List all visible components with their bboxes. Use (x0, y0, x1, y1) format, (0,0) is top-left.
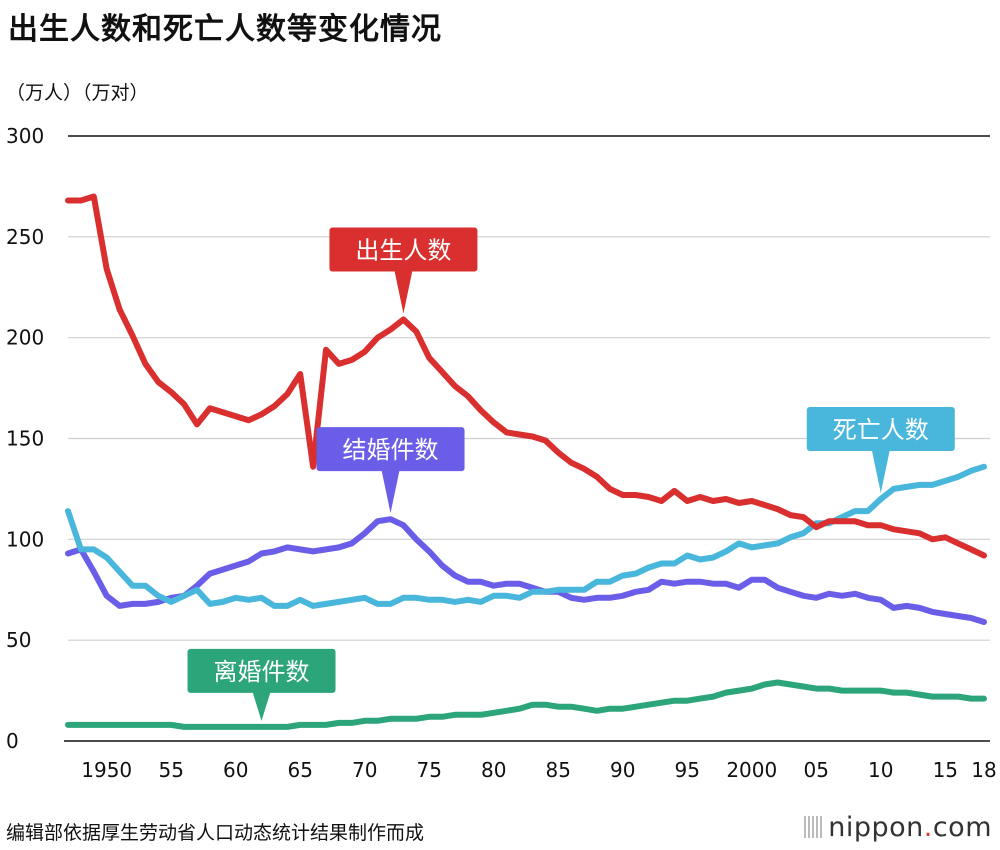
callout-pointer (381, 470, 400, 514)
y-tick-label: 0 (6, 729, 19, 753)
x-tick-label: 15 (933, 758, 958, 782)
x-tick-label: 75 (417, 758, 442, 782)
x-tick-label: 60 (223, 758, 248, 782)
source-note: 编辑部依据厚生劳动省人口动态统计结果制作而成 (6, 822, 425, 844)
callout-box (316, 427, 465, 472)
axis-units-label: （万人）（万对） (6, 82, 149, 104)
series-label: 结婚件数 (343, 436, 439, 464)
y-tick-label: 200 (6, 326, 44, 350)
series-line-离婚件数 (65, 679, 987, 730)
callout-pointer (871, 450, 890, 493)
callout-死亡人数: 死亡人数 (806, 407, 955, 493)
nippon-logo: nippon.com (804, 812, 992, 843)
y-tick-label: 300 (6, 124, 44, 148)
series-label: 死亡人数 (833, 416, 929, 444)
callout-离婚件数: 离婚件数 (187, 648, 336, 721)
logo-bars-icon (804, 816, 825, 838)
x-tick-label: 05 (804, 758, 829, 782)
y-tick-label: 50 (6, 628, 31, 652)
x-tick-label: 90 (610, 758, 635, 782)
callout-结婚件数: 结婚件数 (316, 427, 465, 514)
x-tick-label: 65 (287, 758, 312, 782)
series-line-出生人数 (65, 193, 987, 559)
x-tick-label: 55 (158, 758, 183, 782)
series-label: 离婚件数 (214, 658, 310, 686)
x-tick-label: 70 (352, 758, 377, 782)
series-line-结婚件数 (65, 516, 987, 625)
y-axis-ticks: 0 50 100 150 200 250 300 (6, 124, 44, 753)
series-lines (65, 193, 987, 730)
x-tick-label: 85 (546, 758, 571, 782)
callout-box (806, 407, 955, 451)
y-tick-label: 250 (6, 225, 44, 249)
logo-dot: . (923, 812, 933, 843)
page-title: 出生人数和死亡人数等变化情况 (8, 12, 442, 47)
x-tick-label: 80 (481, 758, 506, 782)
callout-出生人数: 出生人数 (329, 227, 478, 314)
callout-pointer (252, 691, 271, 721)
callout-box (187, 648, 336, 693)
logo-text: nippon (828, 812, 924, 843)
callout-box (329, 227, 478, 272)
x-tick-label: 1950 (81, 758, 132, 782)
callout-pointer (394, 270, 413, 314)
y-tick-label: 150 (6, 427, 44, 451)
y-tick-label: 100 (6, 527, 44, 551)
x-tick-label: 2000 (726, 758, 777, 782)
logo-suffix: com (932, 812, 992, 843)
x-tick-label: 10 (868, 758, 893, 782)
series-label: 出生人数 (355, 237, 451, 265)
x-axis-ticks: 1950 55 60 65 70 75 80 85 90 95 2000 05 10 15 18 (81, 758, 996, 782)
x-tick-label: 18 (971, 758, 996, 782)
x-tick-label: 95 (675, 758, 700, 782)
